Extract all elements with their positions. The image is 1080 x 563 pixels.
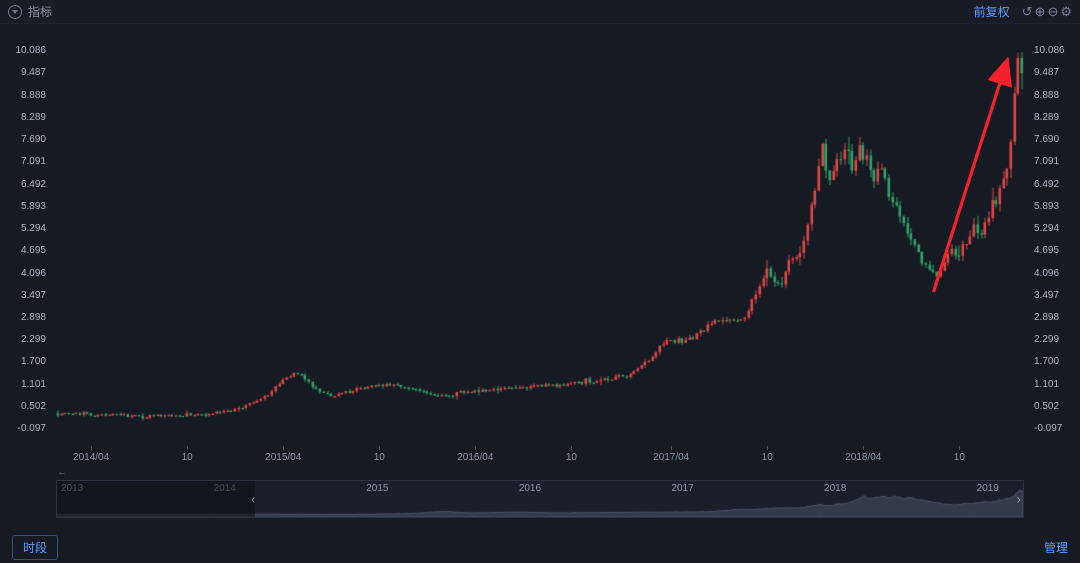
bottom-bar: 时段 管理 (0, 531, 1080, 563)
nav-year-tick (972, 513, 974, 517)
y-axis-label: 1.700 (20, 356, 46, 368)
nav-year-label: 2015 (366, 483, 389, 494)
x-axis-tick (475, 446, 477, 450)
y-axis-label: 4.695 (1034, 245, 1060, 257)
y-axis-label: 3.497 (20, 289, 46, 301)
y-axis-label: 2.898 (20, 312, 46, 324)
y-axis-label: 2.898 (1034, 312, 1060, 324)
y-axis-label: 10.086 (15, 45, 46, 57)
x-axis-tick (863, 446, 865, 450)
x-axis-tick (959, 446, 961, 450)
y-axis-label: 9.487 (20, 67, 46, 79)
x-axis-label: 10 (953, 452, 965, 463)
toolbar-icon-group: ↺ ⊕ ⊖ ⚙ (1020, 3, 1072, 21)
x-axis-tick (283, 446, 285, 450)
y-axis-label: 5.893 (20, 200, 46, 212)
nav-year-tick (362, 513, 364, 517)
y-axis-label: 7.091 (1034, 156, 1060, 168)
x-axis-tick (767, 446, 769, 450)
y-axis-label: 9.487 (1034, 67, 1060, 79)
zoom-out-icon[interactable]: ⊖ (1047, 3, 1059, 19)
x-axis-label: 10 (181, 452, 193, 463)
undo-icon[interactable]: ↺ (1021, 3, 1033, 19)
y-axis-label: 2.299 (1034, 334, 1060, 346)
y-axis-label: 5.294 (20, 223, 46, 235)
y-axis-label: 7.091 (20, 156, 46, 168)
x-axis-label: 10 (373, 452, 385, 463)
manage-link[interactable]: 管理 (1043, 540, 1068, 555)
y-axis-label: 5.893 (1034, 200, 1060, 212)
x-axis-label: 2016/04 (457, 452, 494, 463)
y-axis-label: 4.096 (20, 267, 46, 279)
y-axis-label: 0.502 (20, 400, 46, 412)
zoom-in-icon[interactable]: ⊕ (1034, 3, 1046, 19)
nav-year-tick (820, 513, 822, 517)
nav-year-label: 2019 (976, 483, 999, 494)
y-axis-label: 6.492 (20, 178, 46, 190)
nav-year-label: 2018 (824, 483, 847, 494)
y-axis-label: 7.690 (20, 134, 46, 146)
y-axis-left: 10.086 9.487 8.888 8.289 7.690 7.091 6.492 5.89… (0, 34, 52, 446)
y-axis-label: 8.289 (20, 111, 46, 123)
y-axis-label: 10.086 (1034, 45, 1065, 57)
nav-year-tick (667, 513, 669, 517)
x-axis-label: 2017/04 (653, 452, 690, 463)
nav-year-label: 2016 (518, 483, 542, 494)
range-navigator[interactable]: 2013201420152016201720182019 ‹ › (56, 480, 1024, 518)
x-axis-tick (379, 446, 381, 450)
x-axis-tick (671, 446, 673, 450)
x-axis-label: 10 (565, 452, 577, 463)
y-axis-label: 1.101 (1034, 378, 1060, 390)
x-axis-tick (91, 446, 93, 450)
settings-icon[interactable]: ⚙ (1060, 3, 1072, 19)
nav-year-label: 2017 (671, 483, 694, 494)
y-axis-label: 2.299 (20, 334, 46, 346)
y-axis-label: 7.690 (1034, 134, 1060, 146)
y-axis-label: 4.695 (20, 245, 46, 257)
adjust-mode-link[interactable]: 前复权 (973, 5, 1010, 19)
x-axis-label: 2018/04 (845, 452, 882, 463)
y-axis-label: 6.492 (1034, 178, 1060, 190)
toolbar: 指标 前复权 ↺ ⊕ ⊖ ⚙ (0, 0, 1080, 24)
y-axis-label: -0.097 (1034, 423, 1063, 435)
indicator-toggle-icon[interactable] (8, 4, 22, 19)
y-axis-label: 5.294 (1034, 223, 1060, 235)
y-axis-label: 8.888 (1034, 89, 1060, 101)
toolbar-actions: 前复权 ↺ ⊕ ⊖ ⚙ (974, 3, 1072, 21)
range-handle-right[interactable]: › (1016, 491, 1021, 507)
navigator-unselected-region (57, 481, 256, 517)
navigator-pan-left-icon[interactable]: ← (57, 467, 67, 478)
y-axis-label: 1.700 (1034, 356, 1060, 368)
y-axis-label: 8.289 (1034, 111, 1060, 123)
y-axis-label: 8.888 (20, 89, 46, 101)
indicator-group: 指标 (8, 3, 52, 20)
y-axis-label: -0.097 (17, 423, 46, 435)
y-axis-label: 0.502 (1034, 400, 1060, 412)
y-axis-label: 3.497 (1034, 289, 1060, 301)
x-axis: 2014/04 10 2015/04 10 2016/04 10 2017/04 10 2018… (56, 446, 1024, 466)
candlestick-canvas[interactable] (56, 34, 1024, 446)
period-button[interactable]: 时段 (12, 534, 59, 560)
x-axis-label: 10 (761, 452, 773, 463)
x-axis-label: 2014/04 (73, 452, 110, 463)
x-axis-label: 2015/04 (265, 452, 302, 463)
x-axis-tick (187, 446, 189, 450)
candlestick-chart-area: 10.086 9.487 8.888 8.289 7.690 7.091 6.492 5.89… (0, 24, 1080, 466)
indicator-label[interactable]: 指标 (28, 5, 53, 19)
y-axis-label: 4.096 (1034, 267, 1060, 279)
range-handle-left[interactable]: ‹ (251, 491, 256, 507)
y-axis-right: 10.086 9.487 8.888 8.289 7.690 7.091 6.492 5.89… (1028, 34, 1080, 446)
nav-year-tick (514, 513, 516, 517)
x-axis-tick (571, 446, 573, 450)
y-axis-label: 1.101 (20, 378, 46, 390)
